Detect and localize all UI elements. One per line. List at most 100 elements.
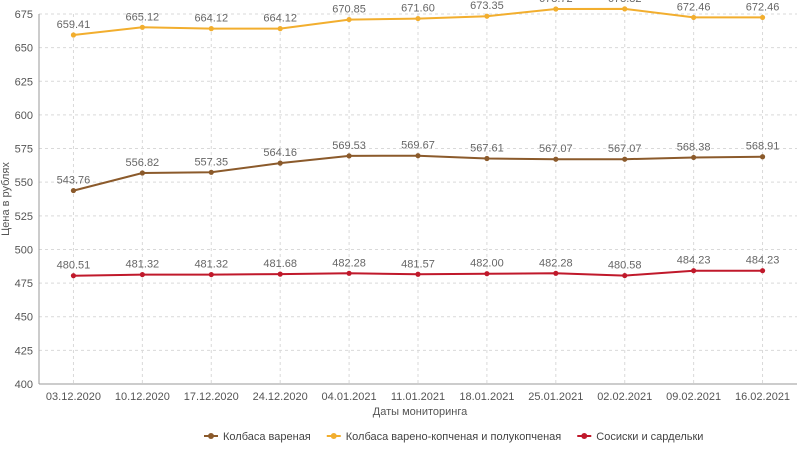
data-label: 482.28 — [332, 257, 366, 269]
data-point — [415, 15, 421, 22]
data-label: 484.23 — [677, 255, 711, 267]
data-label: 480.58 — [608, 260, 642, 272]
data-point — [759, 14, 766, 21]
data-point — [208, 26, 214, 32]
data-label: 567.07 — [539, 143, 573, 155]
data-point — [415, 271, 421, 277]
x-tick-label: 11.01.2021 — [391, 391, 445, 403]
grid — [39, 13, 797, 384]
data-label: 568.38 — [677, 141, 711, 153]
data-point — [277, 160, 283, 166]
data-point — [139, 24, 145, 30]
data-point — [346, 153, 352, 159]
x-tick-label: 16.02.2021 — [735, 391, 790, 403]
legend-swatch-marker — [581, 433, 588, 439]
y-tick-label: 475 — [15, 278, 33, 290]
x-tick-label: 03.12.2020 — [46, 391, 101, 403]
data-label: 678.82 — [608, 0, 642, 5]
x-tick-label: 18.01.2021 — [459, 391, 514, 403]
x-tick-labels: 03.12.2020 10.12.2020 17.12.2020 24.12.2020… — [46, 391, 790, 403]
data-labels: 543.76 556.82 557.35 564.16 569.53 569.67 567.… — [57, 0, 780, 272]
data-label: 482.00 — [470, 258, 504, 270]
data-label: 569.67 — [401, 140, 435, 152]
data-point — [139, 271, 145, 278]
data-point — [484, 155, 490, 162]
y-tick-labels: 400 425 450 475 500 525 550 575 600 625 650 675 — [15, 9, 33, 391]
data-point — [484, 271, 490, 277]
data-point — [484, 13, 490, 19]
data-label: 556.82 — [126, 157, 160, 169]
data-point — [346, 16, 352, 23]
data-label: 670.85 — [332, 4, 366, 16]
data-label: 567.07 — [608, 143, 642, 155]
data-point — [208, 169, 214, 175]
data-label: 672.46 — [746, 1, 780, 13]
y-tick-label: 575 — [15, 144, 33, 156]
data-label: 678.72 — [539, 0, 573, 5]
data-label: 481.68 — [263, 258, 297, 270]
data-label: 482.28 — [539, 257, 573, 269]
data-point — [759, 154, 766, 160]
y-tick-label: 500 — [15, 244, 33, 256]
data-label: 664.12 — [194, 13, 228, 25]
data-label: 569.53 — [332, 140, 366, 152]
legend: Колбаса вареная Колбаса варено-копченая и… — [204, 431, 703, 443]
data-point — [553, 270, 559, 276]
y-tick-label: 600 — [15, 110, 33, 122]
y-tick-label: 400 — [15, 379, 33, 391]
legend-label: Колбаса вареная — [223, 431, 311, 443]
data-point — [691, 154, 697, 161]
data-label: 568.91 — [746, 141, 780, 153]
y-axis-title: Цена в рублях — [0, 162, 12, 236]
y-tick-label: 675 — [15, 9, 33, 21]
data-label: 664.12 — [263, 13, 297, 25]
data-point — [70, 187, 77, 194]
data-label: 659.41 — [57, 19, 91, 31]
data-label: 481.32 — [194, 259, 228, 271]
x-tick-label: 04.01.2021 — [322, 391, 377, 403]
legend-swatch-marker — [208, 433, 214, 439]
series — [70, 6, 766, 279]
data-point — [622, 272, 628, 279]
data-point — [70, 32, 77, 38]
data-point — [691, 268, 697, 274]
data-label: 665.12 — [126, 11, 160, 23]
data-label: 481.32 — [126, 259, 160, 271]
legend-swatch-marker — [330, 433, 337, 439]
data-point — [691, 14, 697, 21]
x-tick-label: 10.12.2020 — [115, 391, 170, 403]
x-tick-label: 02.02.2021 — [597, 391, 652, 403]
legend-label: Колбаса варено-копченая и полукопченая — [346, 431, 562, 443]
axes — [38, 14, 797, 385]
data-point — [415, 153, 421, 159]
data-point — [553, 6, 559, 12]
data-label: 480.51 — [57, 260, 91, 272]
data-label: 543.76 — [57, 175, 91, 187]
data-label: 557.35 — [194, 156, 228, 168]
y-tick-label: 450 — [15, 312, 33, 324]
data-label: 672.46 — [677, 1, 711, 13]
data-point — [277, 271, 283, 277]
y-tick-label: 625 — [15, 76, 33, 88]
x-tick-label: 24.12.2020 — [253, 391, 308, 403]
data-point — [346, 270, 352, 276]
x-axis-title: Даты мониторинга — [373, 406, 468, 418]
legend-label: Сосиски и сардельки — [596, 431, 703, 443]
data-point — [622, 6, 628, 12]
data-label: 564.16 — [263, 147, 297, 159]
data-point — [139, 170, 145, 176]
x-tick-label: 09.02.2021 — [666, 391, 721, 403]
data-label: 484.23 — [746, 255, 780, 267]
data-point — [759, 268, 766, 274]
data-point — [622, 156, 628, 162]
data-label: 671.60 — [401, 3, 435, 15]
data-label: 481.57 — [401, 258, 435, 270]
y-tick-label: 425 — [15, 345, 33, 357]
x-tick-label: 25.01.2021 — [528, 391, 583, 403]
y-tick-label: 550 — [15, 177, 33, 189]
data-label: 673.35 — [470, 0, 504, 12]
x-tick-label: 17.12.2020 — [184, 391, 239, 403]
data-label: 567.61 — [470, 142, 504, 154]
